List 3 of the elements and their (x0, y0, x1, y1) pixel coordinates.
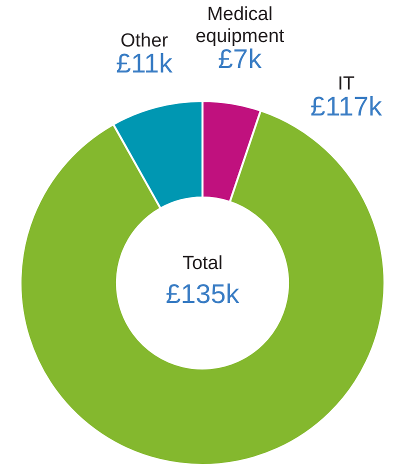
text: £135k (166, 279, 240, 309)
slice-label: Medical equipment (195, 4, 285, 48)
text: Total (182, 253, 223, 274)
